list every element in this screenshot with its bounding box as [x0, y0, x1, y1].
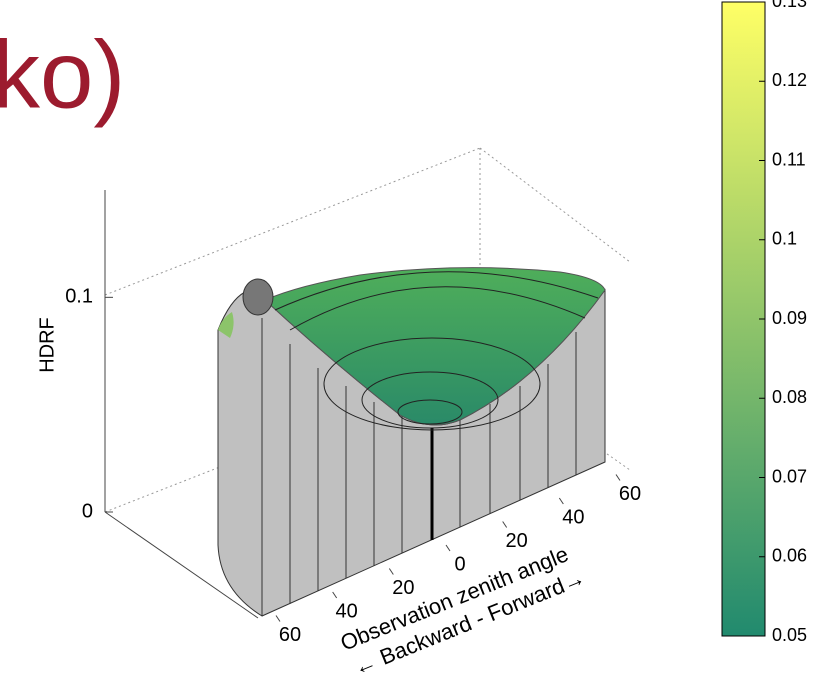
hotspot-marker: [242, 278, 274, 316]
colorbar-tick-label: 0.05: [772, 625, 807, 645]
z-label: HDRF: [36, 317, 58, 373]
x-tick: [388, 568, 394, 575]
x-tick: [275, 615, 281, 622]
x-tick-label: 60: [279, 624, 301, 646]
colorbar-tick-label: 0.1: [772, 229, 797, 249]
title: ko): [0, 21, 125, 128]
base-edge: [104, 511, 259, 619]
contours: [274, 271, 599, 431]
colorbar-tick-label: 0.11: [772, 149, 806, 169]
x-tick-label: 60: [619, 483, 641, 505]
colorbar-tick-label: 0.13: [772, 0, 807, 11]
x-tick-label: 40: [336, 600, 358, 622]
x-tick: [445, 544, 451, 552]
colorbar-tick-label: 0.08: [772, 387, 807, 407]
x-tick-label: 20: [506, 530, 528, 552]
x-tick: [502, 521, 508, 528]
colorbar: [721, 1, 766, 637]
x-tick-label: 0: [454, 553, 465, 575]
x-tick: [558, 497, 564, 505]
z-tick-label: 0.1: [65, 286, 93, 308]
colorbar-tick-label: 0.06: [772, 546, 807, 566]
x-tick: [332, 591, 338, 599]
z-tick-label: 0: [82, 500, 93, 522]
colorbar-tick-label: 0.07: [772, 466, 807, 486]
x-tick-label: 20: [392, 577, 414, 599]
wall-lines: [261, 318, 577, 616]
x-tick-label: 40: [562, 506, 584, 528]
x-tick: [615, 474, 621, 481]
colorbar-tick-label: 0.09: [772, 308, 807, 328]
colorbar-tick-label: 0.12: [772, 70, 807, 90]
surface: [264, 267, 606, 426]
surface-edge: [218, 312, 234, 338]
